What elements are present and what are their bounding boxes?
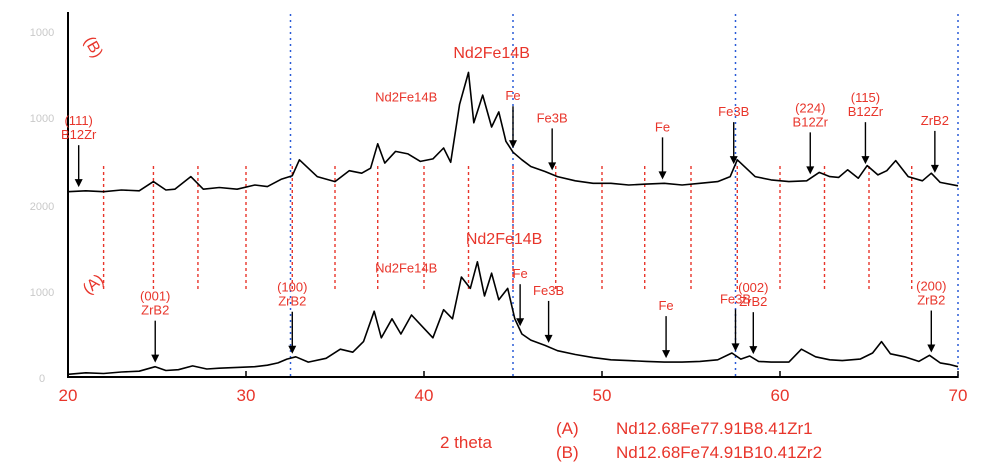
annotation-phase: B12Zr: [793, 114, 829, 129]
arrow-head: [930, 164, 939, 173]
arrow-head: [729, 156, 738, 165]
peak-annotation-19: (200)ZrB2: [916, 279, 946, 353]
annotation-label: (115): [851, 90, 880, 105]
panel-label-b: (B): [80, 34, 105, 61]
series-line-a: [67, 261, 959, 376]
annotation-label: (224): [795, 100, 825, 115]
annotation-phase: B12Zr: [848, 104, 884, 119]
legend-b-composition: Nd12.68Fe74.91B10.41Zr2: [616, 443, 822, 462]
x-tick-label-4: 60: [771, 386, 790, 405]
annotation-label: Nd2Fe14B: [375, 261, 437, 276]
grid-lines: [102, 14, 959, 376]
annotation-label: Fe3B: [720, 291, 751, 306]
arrow-head: [861, 156, 870, 165]
peak-annotation-13: Nd2Fe14B: [375, 261, 437, 276]
arrow-head: [658, 171, 667, 180]
y-tick-label-0: 0: [39, 373, 45, 385]
legend-a-key: (A): [556, 419, 579, 438]
arrow-head: [509, 140, 517, 149]
arrow-head: [74, 179, 83, 188]
peak-annotation-1: Nd2Fe14B: [453, 45, 530, 62]
peak-annotation-11: (001)ZrB2: [140, 289, 170, 363]
x-tick-label-3: 50: [593, 386, 612, 405]
annotation-label: Fe: [658, 298, 673, 313]
x-tick-label-2: 40: [415, 386, 434, 405]
arrow-head: [731, 343, 740, 352]
y-tick-label-3: 1000: [30, 113, 54, 125]
x-axis-label: 2 theta: [440, 433, 493, 452]
arrow-head: [806, 166, 815, 175]
peak-annotation-2: Nd2Fe14B: [375, 90, 437, 105]
arrow-head: [927, 344, 936, 353]
y-tick-label-2: 2000: [30, 201, 54, 213]
series-line-b: [67, 71, 959, 193]
y-tick-label-1: 1000: [30, 287, 54, 299]
peak-annotation-8: (115)B12Zr: [848, 90, 884, 165]
annotation-phase: B12Zr: [61, 127, 97, 142]
y-tick-label-4: 1000: [30, 27, 54, 39]
annotation-phase: ZrB2: [278, 294, 306, 309]
peak-annotation-16: Fe: [658, 298, 674, 359]
annotation-label: Fe3B: [718, 104, 749, 119]
x-tick-labels: 20 30 40 50 60 70: [59, 371, 968, 405]
annotation-label: (001): [140, 289, 170, 304]
legend-a-composition: Nd12.68Fe77.91B8.41Zr1: [616, 419, 813, 438]
annotation-label: (200): [916, 279, 946, 294]
peak-annotation-12: (100)ZrB2: [277, 280, 307, 354]
arrow-head: [548, 162, 557, 171]
annotation-label: (111): [64, 113, 92, 128]
annotation-phase: ZrB2: [739, 294, 767, 309]
annotation-label: Nd2Fe14B: [466, 231, 543, 248]
annotation-label: Fe: [513, 266, 528, 281]
annotation-label: ZrB2: [921, 113, 949, 128]
x-tick-label-1: 30: [237, 386, 256, 405]
annotation-label: Fe3B: [533, 283, 564, 298]
annotation-phase: ZrB2: [141, 303, 169, 318]
peak-annotation-14: Fe: [513, 266, 528, 327]
x-tick-label-5: 70: [949, 386, 968, 405]
peak-annotation-3: Fe: [505, 88, 521, 149]
peak-annotation-10: Nd2Fe14B: [466, 231, 543, 248]
legend-b-key: (B): [556, 443, 579, 462]
peak-annotation-9: ZrB2: [921, 113, 949, 173]
arrow-head: [288, 345, 297, 354]
peak-annotation-0: (111)B12Zr: [61, 113, 97, 188]
arrow-head: [151, 354, 160, 363]
arrow-head: [662, 350, 671, 359]
annotation-phase: ZrB2: [917, 293, 945, 308]
annotation-label: Fe: [655, 119, 670, 134]
arrow-head: [516, 318, 525, 327]
x-tick-label-0: 20: [59, 386, 78, 405]
peak-annotation-5: Fe: [655, 119, 670, 180]
annotation-label: Fe: [505, 88, 520, 103]
arrow-head: [749, 346, 758, 355]
annotation-label: (002): [738, 280, 768, 295]
arrow-head: [544, 334, 553, 343]
y-tick-labels: 0 1000 2000 1000 1000: [30, 27, 54, 385]
peak-annotation-18: (002)ZrB2: [738, 280, 768, 355]
annotation-label: (100): [277, 280, 307, 295]
annotation-label: Nd2Fe14B: [375, 90, 437, 105]
peak-annotation-6: Fe3B: [718, 104, 749, 165]
annotation-label: Fe3B: [537, 110, 568, 125]
peak-annotation-7: (224)B12Zr: [793, 100, 829, 175]
peak-annotation-4: Fe3B: [537, 110, 568, 171]
peak-annotation-15: Fe3B: [533, 283, 564, 343]
series-lines: [67, 71, 959, 376]
annotation-label: Nd2Fe14B: [453, 45, 530, 62]
peak-annotation-17: Fe3B: [720, 291, 751, 352]
